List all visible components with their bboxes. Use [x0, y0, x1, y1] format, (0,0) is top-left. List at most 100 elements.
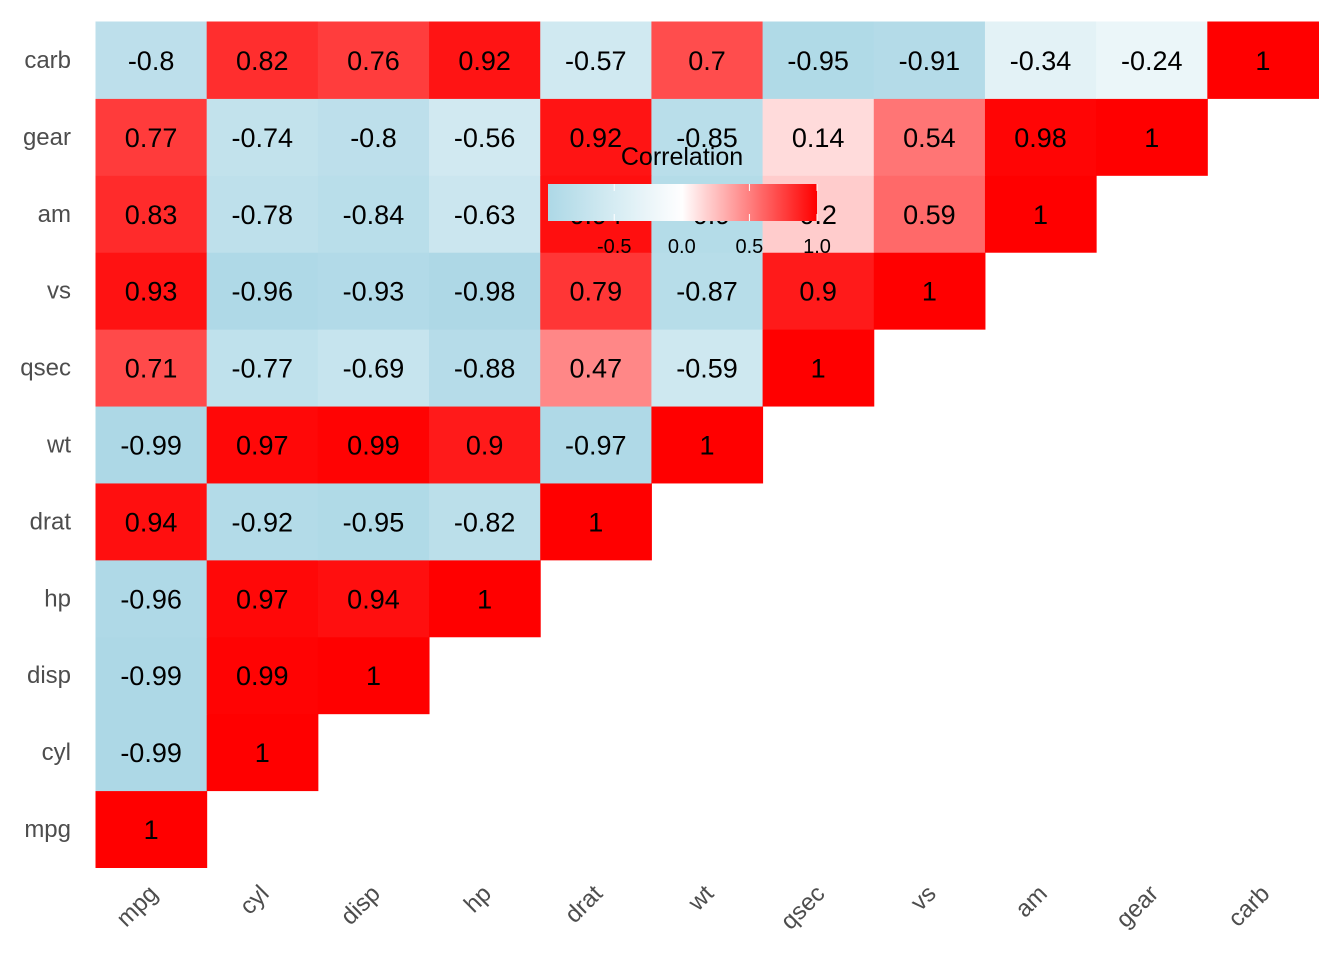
cell-value-drat-drat: 1: [588, 507, 603, 537]
cell-value-wt-wt: 1: [699, 431, 714, 461]
cell-value-qsec-gear: 0.14: [792, 123, 845, 153]
heatmap-cell-disp-qsec: [317, 329, 430, 407]
cell-value-cyl-carb: 0.82: [236, 46, 289, 76]
legend-ticks: -0.5 0.0 0.5 1.0: [597, 184, 831, 258]
heatmap-cell-disp-gear: [317, 98, 430, 176]
heatmap-cell-hp-wt: [429, 406, 541, 484]
heatmap-cell-mpg-vs: [95, 252, 208, 330]
cell-value-carb-carb: 1: [1255, 46, 1270, 76]
heatmap-cell-vs-am: [873, 175, 986, 253]
x-tick-label-cyl: cyl: [235, 880, 275, 920]
y-tick-label-cyl: cyl: [42, 739, 71, 766]
cell-value-mpg-hp: -0.96: [120, 584, 182, 614]
heatmap-cell-disp-wt: [317, 406, 430, 484]
heatmap-cell-disp-am: [317, 175, 430, 253]
cell-value-cyl-drat: -0.92: [231, 507, 293, 537]
cell-value-hp-hp: 1: [477, 584, 492, 614]
heatmap-cell-gear-gear: [1096, 98, 1208, 176]
cell-value-gear-gear: 1: [1144, 123, 1159, 153]
legend-tick-label: 0.0: [668, 236, 696, 258]
cell-value-vs-carb: -0.91: [899, 46, 961, 76]
cell-value-cyl-hp: 0.97: [236, 584, 289, 614]
heatmap-cell-hp-qsec: [429, 329, 541, 407]
cell-value-cyl-disp: 0.99: [236, 661, 289, 691]
heatmap-cell-mpg-disp: [95, 636, 208, 715]
y-tick-label-disp: disp: [27, 662, 71, 689]
heatmap-cell-cyl-qsec: [206, 329, 319, 407]
heatmap-cell-drat-qsec: [540, 329, 652, 407]
heatmap-cell-vs-carb: [873, 21, 986, 99]
cell-value-am-am: 1: [1033, 200, 1048, 230]
heatmap-cell-wt-carb: [651, 21, 764, 99]
cell-value-disp-hp: 0.94: [347, 584, 400, 614]
heatmap-cell-disp-carb: [317, 21, 430, 99]
heatmap-cell-drat-drat: [540, 482, 652, 561]
cell-value-hp-vs: -0.98: [454, 277, 516, 307]
heatmap-cell-cyl-am: [206, 175, 319, 253]
y-tick-label-carb: carb: [24, 47, 71, 74]
heatmap-cell-vs-gear: [873, 98, 986, 176]
cell-value-disp-am: -0.84: [343, 200, 405, 230]
cell-value-qsec-carb: -0.95: [787, 46, 849, 76]
heatmap-cell-hp-drat: [429, 482, 541, 561]
legend-colorbar: [548, 184, 817, 221]
cell-value-cyl-am: -0.78: [231, 200, 293, 230]
heatmap-cell-drat-wt: [540, 406, 652, 484]
heatmap-cell-wt-qsec: [651, 329, 764, 407]
heatmap-cell-hp-gear: [429, 98, 541, 176]
cell-value-disp-wt: 0.99: [347, 431, 400, 461]
heatmap-cell-disp-drat: [317, 482, 430, 561]
cell-value-mpg-cyl: -0.99: [120, 738, 182, 768]
cell-value-am-gear: 0.98: [1014, 123, 1067, 153]
cell-value-hp-wt: 0.9: [466, 431, 504, 461]
heatmap-cell-wt-gear: [651, 98, 764, 176]
heatmap-cell-vs-vs: [873, 252, 986, 330]
heatmap-cell-cyl-cyl: [206, 713, 319, 792]
x-tick-label-disp: disp: [335, 880, 385, 930]
cell-value-qsec-qsec: 1: [811, 354, 826, 384]
heatmap-cell-cyl-vs: [206, 252, 319, 330]
x-tick-label-wt: wt: [682, 880, 719, 917]
cell-value-disp-gear: -0.8: [350, 123, 397, 153]
y-tick-label-hp: hp: [44, 585, 71, 612]
cell-value-wt-carb: 0.7: [688, 46, 726, 76]
y-tick-label-am: am: [38, 201, 71, 228]
x-axis: mpg cyl disp hp drat wt qsec vs am gear carb: [111, 880, 1275, 935]
cell-value-disp-disp: 1: [366, 661, 381, 691]
heatmap-cell-wt-vs: [651, 252, 764, 330]
cell-value-mpg-vs: 0.93: [125, 277, 178, 307]
heatmap-cell-am-am: [984, 175, 1097, 253]
heatmap-cell-am-gear: [984, 98, 1097, 176]
cell-value-disp-carb: 0.76: [347, 46, 400, 76]
heatmap-cell-disp-vs: [317, 252, 430, 330]
cell-value-cyl-wt: 0.97: [236, 431, 289, 461]
x-tick-label-hp: hp: [459, 880, 497, 918]
cell-value-am-carb: -0.34: [1010, 46, 1072, 76]
heatmap-cell-disp-hp: [317, 559, 430, 638]
x-tick-label-gear: gear: [1111, 880, 1164, 933]
heatmap-cell-mpg-qsec: [95, 329, 208, 407]
cell-value-mpg-disp: -0.99: [120, 661, 182, 691]
y-axis: mpg cyl disp hp drat wt qsec vs am gear carb: [20, 47, 71, 843]
cell-value-mpg-drat: 0.94: [125, 507, 178, 537]
cell-value-disp-vs: -0.93: [343, 277, 405, 307]
cell-value-drat-carb: -0.57: [565, 46, 627, 76]
cell-value-hp-am: -0.63: [454, 200, 516, 230]
heatmap-cell-mpg-am: [95, 175, 208, 253]
cell-value-wt-qsec: -0.59: [676, 354, 738, 384]
heatmap-cell-mpg-cyl: [95, 713, 208, 792]
cell-value-drat-gear: 0.92: [570, 123, 623, 153]
cell-value-mpg-carb: -0.8: [128, 46, 175, 76]
heatmap-cell-cyl-wt: [206, 406, 319, 484]
cell-value-drat-vs: 0.79: [570, 277, 623, 307]
heatmap-cell-qsec-carb: [762, 21, 875, 99]
heatmap-cell-cyl-carb: [206, 21, 319, 99]
x-tick-label-vs: vs: [906, 880, 942, 916]
cell-value-cyl-vs: -0.96: [231, 277, 293, 307]
cell-value-mpg-gear: 0.77: [125, 123, 178, 153]
cell-value-disp-qsec: -0.69: [343, 354, 405, 384]
cell-value-mpg-wt: -0.99: [120, 431, 182, 461]
heatmap-cell-wt-wt: [651, 406, 764, 484]
